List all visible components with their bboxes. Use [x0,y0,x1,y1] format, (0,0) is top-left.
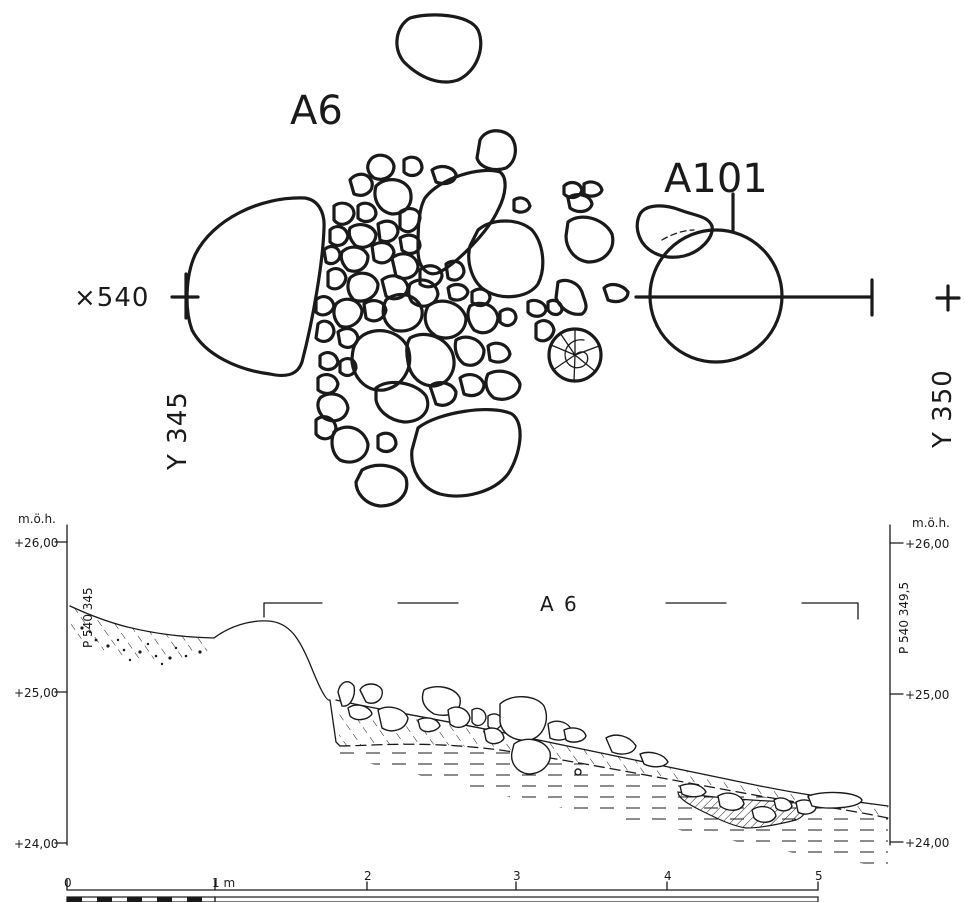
unit-label-right: m.ö.h. [912,516,950,530]
section-view: m.ö.h. m.ö.h. +26,00 +25,00 +24,00 +26,0… [14,512,950,866]
level-right-26: +26,00 [905,537,949,551]
stone [446,282,470,302]
label-x540: ×540 [74,283,149,313]
stone-large-west [185,196,326,378]
stone [467,219,545,299]
stone [566,193,594,214]
stone [316,373,340,395]
stone [453,335,486,367]
stone [475,129,517,172]
label-a101: A101 [664,156,768,202]
spiral-fossil-icon [547,327,603,383]
ground-profile [69,605,341,747]
sediment-dots [80,626,202,666]
stone [484,369,522,401]
stone [356,201,378,224]
level-left-24: +24,00 [14,837,58,851]
stone [546,298,564,317]
stone [430,164,458,186]
stone [526,298,548,318]
stone [318,351,340,372]
stone [314,415,338,441]
stone [339,245,370,273]
stone [314,319,336,343]
stone [381,292,424,333]
scale-tick-2: 2 [364,869,372,883]
level-right-25: +25,00 [905,688,949,702]
stone [346,271,380,303]
level-right-24: +24,00 [905,836,949,850]
level-left-25: +25,00 [14,686,58,700]
stone [366,153,396,181]
stone [350,329,412,392]
stone [602,282,630,304]
stone [326,267,348,291]
stone-a101 [635,204,714,259]
stone [398,207,422,234]
stone [332,297,364,329]
scale-tick-4: 4 [664,869,672,883]
scale-tick-1: 1 m [212,876,235,890]
scale-tick-3: 3 [513,869,521,883]
label-a6-section: A 6 [540,592,579,616]
stone [376,219,400,244]
stone [564,215,615,264]
unit-label-left: m.ö.h. [18,512,56,526]
stone [486,341,512,364]
stone [332,201,356,226]
stone [444,259,466,282]
label-y350: Y 350 [928,369,958,449]
level-left-26: +26,00 [14,536,58,550]
stone [348,172,374,197]
scale-tick-5: 5 [815,869,823,883]
scale-tick-0: 0 [64,876,72,890]
stone [314,295,336,317]
stone-isolated-top [395,13,483,84]
stone-large-south [410,408,522,498]
stone [338,357,358,378]
scale-bar: 0 1 m 2 3 4 5 [64,869,823,902]
stone [376,431,398,454]
label-a6-plan: A6 [290,88,343,134]
stone [402,155,424,178]
stone [354,463,409,508]
stone [347,223,378,249]
point-label-right: P 540 349,5 [897,582,911,654]
stone [423,299,468,340]
stone [370,241,396,265]
stone [582,180,604,198]
stone [534,319,556,343]
section-stones [337,681,863,823]
stone [362,299,388,323]
stone [466,301,500,335]
stone [418,264,444,289]
stone [330,425,370,464]
plan-view: A6 A101 ×540 Y 345 Y 350 [74,13,961,508]
stone [498,307,518,328]
stone [374,380,430,424]
stone [316,392,350,423]
stone [512,196,532,214]
stone [328,225,350,247]
stone [458,373,486,398]
stone [322,244,342,266]
label-y345: Y 345 [163,391,193,471]
stone [428,381,458,407]
stone [405,332,456,388]
